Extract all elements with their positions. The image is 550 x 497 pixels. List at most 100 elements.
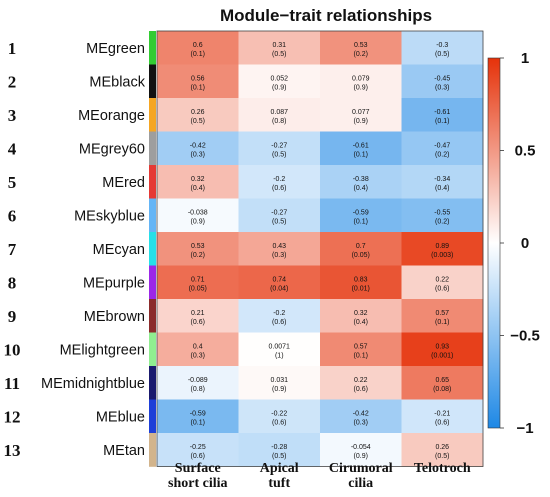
cell-pvalue: (0.5) xyxy=(435,51,449,58)
cell-pvalue: (0.1) xyxy=(191,84,205,91)
heatmap-cell xyxy=(401,198,484,233)
heatmap-cell xyxy=(320,265,402,300)
heatmap-border xyxy=(156,30,484,467)
heatmap-cell xyxy=(401,399,484,434)
cell-value: 0.89 xyxy=(435,243,449,250)
cell-value: 0.079 xyxy=(352,75,370,82)
cell-value: 0.6 xyxy=(193,42,203,49)
row-color-swatch xyxy=(149,131,156,166)
cell-pvalue: (0.6) xyxy=(354,386,368,393)
legend-tick-label: −0.5 xyxy=(510,328,540,345)
heatmap-cell xyxy=(238,31,321,65)
cell-pvalue: (0.5) xyxy=(435,453,449,460)
heatmap-cell xyxy=(320,232,402,266)
row-color-swatch xyxy=(149,31,156,65)
cell-pvalue: (0.3) xyxy=(272,252,286,259)
cell-pvalue: (0.003) xyxy=(431,252,453,259)
cell-value: 0.22 xyxy=(435,276,449,283)
cell-pvalue: (0.9) xyxy=(191,218,205,225)
column-label: tuft xyxy=(268,476,290,491)
cell-value: 0.7 xyxy=(356,243,366,250)
cell-value: 0.31 xyxy=(272,42,286,49)
heatmap-cell xyxy=(157,332,239,367)
heatmap-cell xyxy=(157,131,239,166)
row-label: MEgrey60 xyxy=(79,141,145,157)
row-label: MEorange xyxy=(78,108,145,124)
row-number: 10 xyxy=(4,340,21,359)
chart-title: Module−trait relationships xyxy=(220,6,432,25)
heatmap-cell xyxy=(238,98,321,132)
cell-value: 0.32 xyxy=(191,176,205,183)
heatmap-cell xyxy=(401,332,484,367)
cell-pvalue: (0.6) xyxy=(435,285,449,292)
cell-value: -0.61 xyxy=(353,142,369,149)
cell-pvalue: (0.4) xyxy=(191,185,205,192)
heatmap-cell xyxy=(238,332,321,367)
cell-value: -0.45 xyxy=(434,75,450,82)
row-label: MEgreen xyxy=(86,41,145,57)
heatmap-cell xyxy=(238,131,321,166)
row-number: 11 xyxy=(4,374,20,393)
row-number: 4 xyxy=(8,139,17,158)
heatmap-cell xyxy=(157,433,239,467)
heatmap-cells: 0.6 (0.1) 0.31 (0.5) 0.53 (0.2) -0.3 (0.5) 0.56 (… xyxy=(156,30,484,467)
row-color-swatch xyxy=(149,198,156,233)
column-label: cilia xyxy=(348,476,373,491)
heatmap-cell xyxy=(157,366,239,400)
cell-pvalue: (0.04) xyxy=(270,285,288,292)
cell-value: -0.34 xyxy=(434,176,450,183)
column-label: Telotroch xyxy=(414,461,471,476)
cell-pvalue: (0.01) xyxy=(352,285,370,292)
row-number: 13 xyxy=(4,441,21,460)
row-number: 12 xyxy=(4,407,21,426)
cell-pvalue: (0.9) xyxy=(354,84,368,91)
cell-pvalue: (0.2) xyxy=(354,51,368,58)
cell-value: 0.93 xyxy=(435,343,449,350)
cell-value: -0.25 xyxy=(190,444,206,451)
row-label: MEmidnightblue xyxy=(41,376,145,392)
heatmap-cell xyxy=(320,31,402,65)
heatmap-cell xyxy=(238,399,321,434)
heatmap-cell xyxy=(320,98,402,132)
cell-value: 0.32 xyxy=(354,310,368,317)
heatmap-cell xyxy=(157,31,239,65)
color-legend: 1 0.5 0 −0.5 −1 xyxy=(487,50,540,437)
heatmap-cell xyxy=(320,299,402,333)
heatmap-cell xyxy=(238,299,321,333)
cell-pvalue: (0.4) xyxy=(435,185,449,192)
heatmap-cell xyxy=(157,399,239,434)
cell-value: 0.077 xyxy=(352,109,370,116)
heatmap-cell xyxy=(157,98,239,132)
heatmap-cell xyxy=(157,64,239,99)
cell-pvalue: (0.5) xyxy=(191,118,205,125)
cell-value: 0.087 xyxy=(270,109,288,116)
cell-value: 0.22 xyxy=(354,377,368,384)
cell-pvalue: (0.6) xyxy=(435,419,449,426)
cell-value: 0.0071 xyxy=(269,343,291,350)
cell-pvalue: (0.6) xyxy=(191,319,205,326)
cell-value: -0.038 xyxy=(188,209,208,216)
cell-value: -0.42 xyxy=(353,410,369,417)
heatmap-cell xyxy=(157,232,239,266)
cell-value: -0.55 xyxy=(434,209,450,216)
row-label: MEblack xyxy=(89,74,145,90)
cell-value: 0.74 xyxy=(272,276,286,283)
cell-pvalue: (0.2) xyxy=(435,151,449,158)
heatmap-cell xyxy=(320,64,402,99)
cell-pvalue: (0.5) xyxy=(272,218,286,225)
row-color-swatch xyxy=(149,232,156,266)
cell-value: 0.43 xyxy=(272,243,286,250)
cell-value: 0.26 xyxy=(191,109,205,116)
row-color-swatch xyxy=(149,433,156,467)
row-color-swatch xyxy=(149,332,156,367)
heatmap-cell xyxy=(238,265,321,300)
cell-pvalue: (0.5) xyxy=(272,51,286,58)
heatmap-cell xyxy=(401,366,484,400)
cell-value: -0.2 xyxy=(273,176,285,183)
cell-value: 0.031 xyxy=(270,377,288,384)
row-number: 8 xyxy=(8,273,17,292)
legend-tick-label: −1 xyxy=(516,420,533,437)
cell-pvalue: (0.1) xyxy=(354,218,368,225)
cell-value: 0.65 xyxy=(435,377,449,384)
